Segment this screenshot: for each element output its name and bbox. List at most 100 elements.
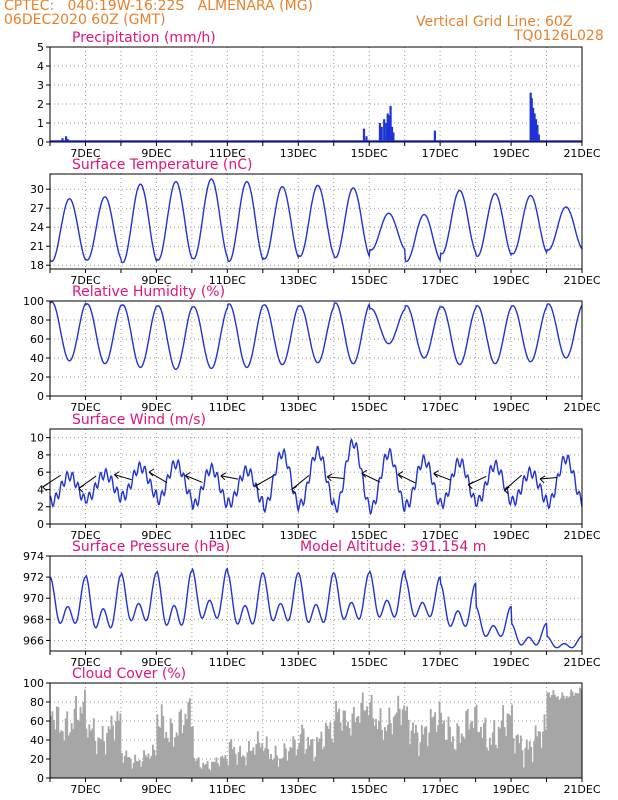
cloud-bar (194, 761, 197, 778)
y-tick-label: 968 (23, 613, 44, 626)
cloud-bar (64, 718, 67, 778)
cloud-bar (531, 762, 534, 778)
cloud-bar (214, 761, 216, 778)
cloud-bar (450, 741, 453, 778)
cloud-bar (67, 735, 70, 778)
cloud-bar (311, 738, 314, 778)
cloud-bar (162, 715, 165, 778)
panel-frame (49, 428, 583, 525)
cloud-bar (292, 736, 295, 778)
cloud-bar (496, 748, 499, 778)
cloud-bar (497, 726, 500, 778)
cloud-bar (484, 717, 487, 778)
cloud-bar (290, 748, 293, 778)
cloud-bar (404, 710, 407, 778)
cloud-bar (499, 728, 502, 778)
x-tick-label: 15DEC (351, 529, 388, 542)
precip-title: Precipitation (mm/h) (72, 30, 216, 46)
cloud-bar (153, 749, 156, 778)
panel-frame (49, 300, 583, 397)
cloud-bar (85, 728, 88, 778)
y-tick-label: 5 (37, 41, 44, 54)
cloud-bar (426, 746, 429, 778)
cloud-bar (205, 763, 208, 778)
cloud-bar (115, 721, 117, 778)
x-tick-label: 21DEC (563, 401, 600, 414)
cloud-bar (482, 722, 485, 778)
cloud-bar (553, 694, 556, 778)
cloud-bar (432, 716, 435, 778)
cloud-bar (339, 722, 342, 778)
x-tick-label: 19DEC (493, 656, 530, 669)
cloud-bar (298, 743, 301, 778)
precip-bar (362, 128, 366, 142)
cloud-bar (221, 755, 224, 778)
cloud-bar (338, 708, 341, 778)
cloud-bar (508, 714, 510, 778)
cloud-bar (344, 710, 346, 778)
cloud-bar (73, 708, 76, 778)
wind-vector (291, 475, 310, 490)
cloud-bar (381, 729, 383, 778)
cloud-bar (168, 742, 171, 778)
cloud-bar (478, 731, 481, 778)
x-tick-label: 7DEC (70, 274, 100, 287)
cloud-bar (314, 756, 317, 778)
cloud-bar (383, 727, 386, 778)
cloud-bar (580, 689, 583, 778)
cloud-bar (157, 726, 160, 778)
cloud-bar (355, 717, 358, 778)
cloud-bar (490, 744, 493, 778)
cloud-bar (366, 706, 369, 778)
cloud-bar (276, 755, 278, 778)
cloud-bar (471, 720, 474, 778)
cloud-bar (279, 758, 281, 778)
cloud-bar (506, 713, 509, 778)
cloud-bar (184, 713, 187, 778)
cloud-bar (406, 706, 409, 778)
cloud-bar (434, 712, 437, 778)
wind-vector (114, 474, 132, 481)
cloud-bar (570, 689, 573, 778)
cloud-bar (533, 741, 536, 778)
wind-arrowhead (433, 470, 439, 478)
cloud-bar (97, 737, 100, 778)
cloud-bar (302, 728, 305, 778)
cloud-bar (326, 725, 329, 778)
cloud-bar (413, 733, 416, 778)
cloud-bar (363, 710, 366, 778)
y-tick-label: 24 (30, 221, 44, 234)
x-tick-label: 7DEC (70, 401, 100, 414)
cloud-bar (224, 755, 227, 778)
y-tick-label: 30 (30, 183, 44, 196)
cloud-bar (522, 767, 525, 778)
cloud-bar (548, 692, 550, 778)
cloud-bar (144, 754, 147, 778)
cloud-bar (120, 752, 123, 778)
cloud-bar (253, 754, 256, 778)
cloud-bar (543, 714, 546, 778)
cloud-bar (203, 764, 206, 778)
cloud-bar (376, 729, 379, 778)
wind-arrowhead (504, 486, 510, 495)
cloud-bar (293, 739, 296, 778)
cloud-bar (386, 724, 389, 778)
cloud-bar (208, 768, 210, 778)
panel-frame (49, 46, 583, 143)
cloud-bar (159, 727, 162, 778)
wind-arrowhead (539, 475, 546, 484)
cloud-bar (79, 706, 82, 778)
cloud-bar (196, 758, 199, 778)
cloud-bar (579, 687, 581, 778)
cloud-bar (462, 736, 465, 778)
cloud-bar (438, 701, 441, 778)
x-tick-label: 9DEC (141, 274, 171, 287)
date-header: 06DEC2020 60Z (GMT) (4, 12, 166, 28)
precip-bar (378, 123, 382, 142)
cloud-bar (154, 756, 157, 778)
y-tick-label: 3 (37, 79, 44, 92)
cloud-bar (234, 753, 237, 778)
cloud-bar (475, 704, 478, 778)
cloud-bar (248, 741, 250, 778)
cloud-bar (122, 762, 125, 778)
